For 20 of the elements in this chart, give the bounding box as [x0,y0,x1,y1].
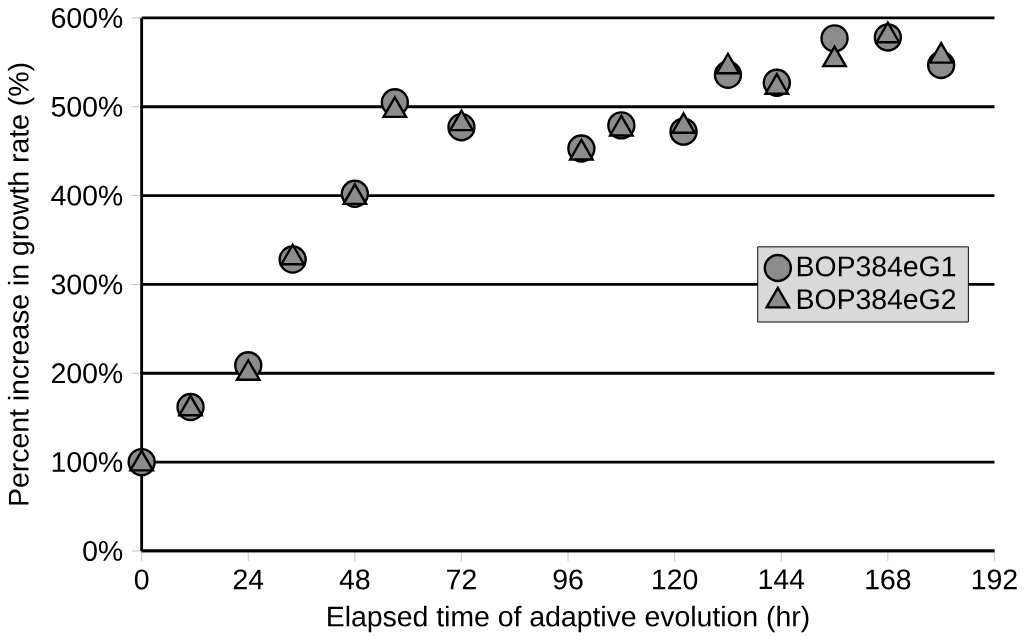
legend-label: BOP384eG1 [797,256,956,277]
x-tick-label: 120 [653,569,698,590]
x-tick-label: 168 [866,569,911,590]
y-tick-label: 200% [52,363,123,384]
y-tick-label: 400% [51,185,123,206]
x-tick-label: 144 [759,569,805,589]
y-tick-label: 300% [51,274,123,295]
x-axis-title: Elapsed time of adaptive evolution (hr) [328,605,809,633]
x-tick-label: 0 [134,569,149,590]
legend-label: BOP384eG2 [797,289,956,310]
x-tick-label: 72 [447,569,476,590]
y-tick-label: 500% [51,96,123,117]
x-tick-label: 96 [553,569,583,590]
x-tick-label: 24 [233,569,264,590]
x-tick-label: 192 [972,569,1017,590]
y-tick-label: 100% [52,452,123,473]
y-tick-label: 600% [52,7,123,28]
y-tick-label: 0% [83,540,123,561]
y-axis-title: Percent increase in growth rate (%) [7,63,35,505]
x-tick-label: 48 [339,569,370,590]
